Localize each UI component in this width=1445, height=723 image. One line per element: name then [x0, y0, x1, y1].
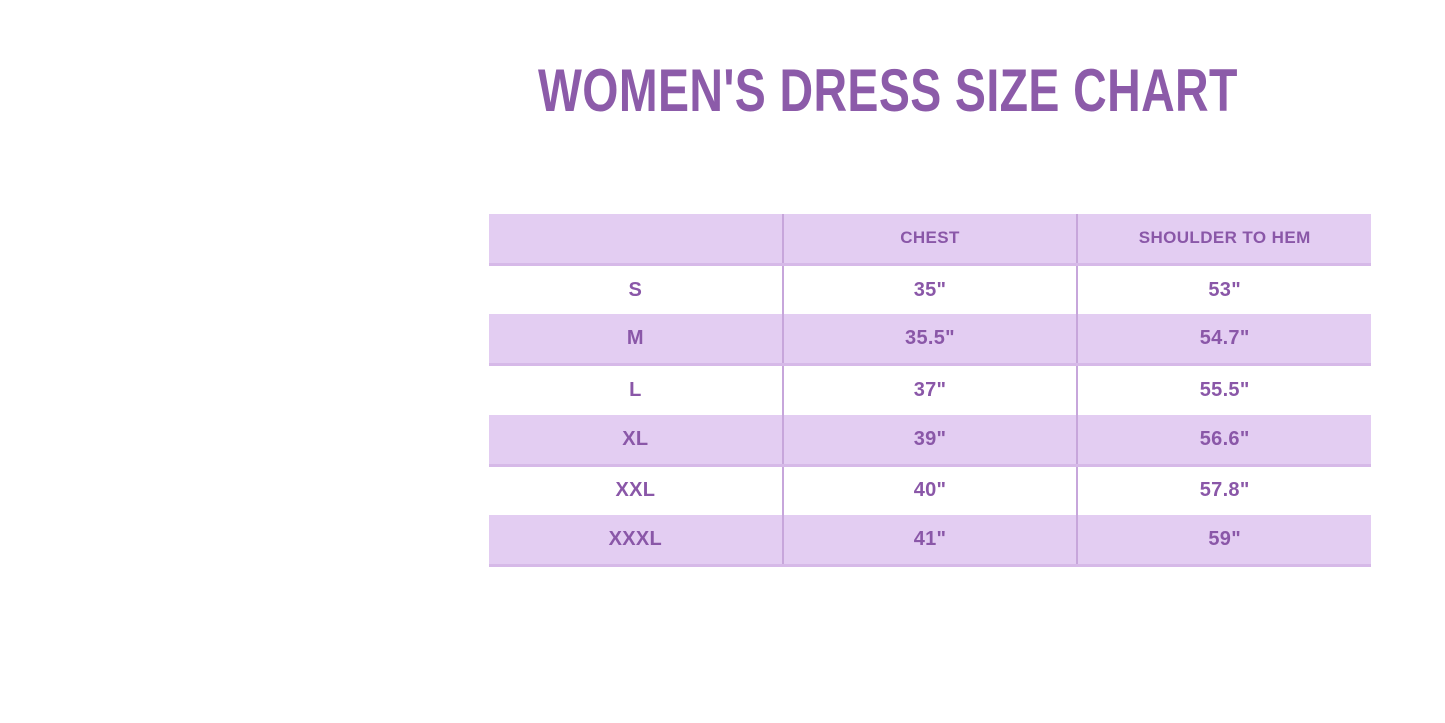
chest-value: 35.5" [781, 314, 1077, 364]
column-header-size [489, 214, 782, 263]
shoulder-to-hem-value: 54.7" [1076, 314, 1371, 364]
size-label: XXXL [608, 528, 663, 551]
chest-value: 39" [781, 414, 1077, 464]
size-chart-table: CHEST SHOULDER TO HEM S 35" 53" M 35.5" … [489, 214, 1371, 568]
table-row-xl: XL 39" 56.6" [489, 414, 1371, 467]
chest-value: 37" [781, 366, 1077, 415]
table-row-xxl: XXL 40" 57.8" [489, 466, 1371, 516]
chest-value: 35" [781, 265, 1077, 315]
table-row-xxxl: XXXL 41" 59" [489, 515, 1371, 568]
shoulder-to-hem-value: 55.5" [1076, 366, 1371, 415]
table-row-s: S 35" 53" [489, 265, 1371, 315]
size-label: XL [622, 427, 649, 450]
table-row-m: M 35.5" 54.7" [489, 314, 1371, 367]
table-header-row: CHEST SHOULDER TO HEM [489, 214, 1371, 266]
chest-value: 40" [781, 466, 1077, 516]
column-header-shoulder-to-hem: SHOULDER TO HEM [1076, 214, 1371, 263]
size-label: XXL [615, 479, 656, 502]
size-label: L [629, 379, 642, 402]
size-label: S [628, 278, 643, 301]
shoulder-to-hem-value: 53" [1076, 265, 1371, 315]
table-row-l: L 37" 55.5" [489, 366, 1371, 415]
shoulder-to-hem-value: 59" [1076, 515, 1371, 565]
shoulder-to-hem-value: 57.8" [1076, 466, 1371, 516]
column-header-chest: CHEST [781, 214, 1077, 263]
chest-value: 41" [781, 515, 1077, 565]
page-title: WOMEN'S DRESS SIZE CHART [538, 57, 1238, 124]
shoulder-to-hem-value: 56.6" [1076, 414, 1371, 464]
size-label: M [626, 327, 644, 350]
